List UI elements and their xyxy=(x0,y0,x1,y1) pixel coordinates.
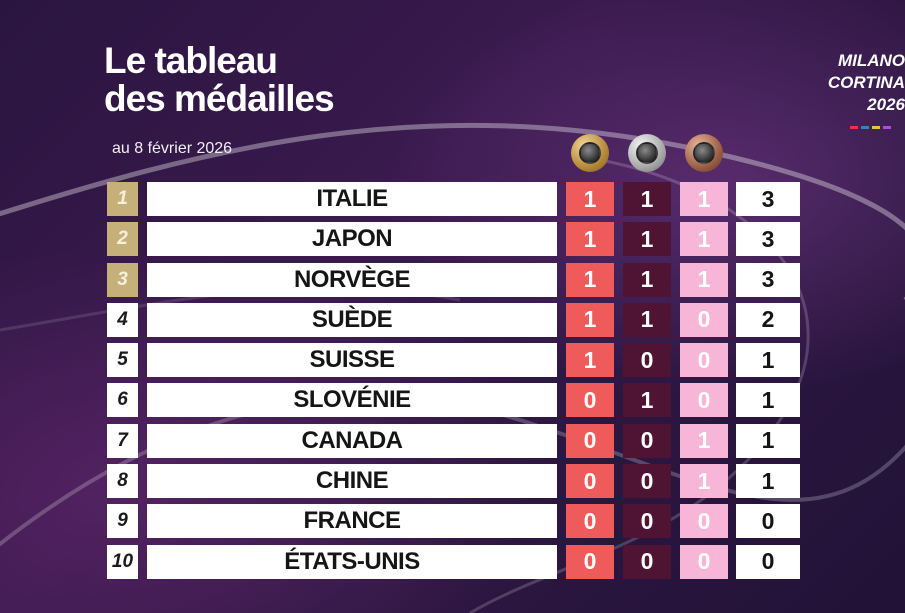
rank-cell: 1 xyxy=(107,182,138,216)
silver-count: 0 xyxy=(623,544,671,579)
bronze-count: 0 xyxy=(680,544,728,579)
brand-color-stripe xyxy=(850,126,891,129)
total-count: 0 xyxy=(736,544,800,579)
country-cell: FRANCE xyxy=(147,504,557,539)
total-count: 1 xyxy=(736,423,800,458)
rank-cell: 5 xyxy=(107,343,138,378)
rank-cell: 7 xyxy=(107,423,138,458)
bronze-count: 0 xyxy=(680,343,728,378)
country-cell: ÉTATS-UNIS xyxy=(147,544,557,579)
total-count: 3 xyxy=(736,262,800,297)
gold-count: 1 xyxy=(566,343,614,378)
rank-cell: 10 xyxy=(107,544,138,579)
silver-count: 0 xyxy=(623,504,671,539)
total-count: 0 xyxy=(736,504,800,539)
total-count: 1 xyxy=(736,343,800,378)
country-cell: SLOVÉNIE xyxy=(147,383,557,418)
rank-cell: 6 xyxy=(107,383,138,418)
gold-count: 1 xyxy=(566,262,614,297)
total-count: 2 xyxy=(736,302,800,337)
rank-cell: 4 xyxy=(107,302,138,337)
silver-count: 0 xyxy=(623,423,671,458)
silver-count: 1 xyxy=(623,182,671,216)
country-cell: NORVÈGE xyxy=(147,262,557,297)
gold-count: 0 xyxy=(566,423,614,458)
gold-count: 1 xyxy=(566,222,614,257)
country-cell: SUÈDE xyxy=(147,302,557,337)
bronze-count: 0 xyxy=(680,302,728,337)
bronze-count: 0 xyxy=(680,383,728,418)
bronze-count: 1 xyxy=(680,464,728,499)
country-cell: ITALIE xyxy=(147,182,557,216)
rank-cell: 9 xyxy=(107,504,138,539)
silver-count: 1 xyxy=(623,262,671,297)
total-count: 1 xyxy=(736,464,800,499)
bronze-count: 1 xyxy=(680,222,728,257)
gold-count: 1 xyxy=(566,302,614,337)
silver-medal-icon xyxy=(628,134,666,172)
silver-count: 1 xyxy=(623,302,671,337)
rank-cell: 3 xyxy=(107,262,138,297)
gold-count: 1 xyxy=(566,182,614,216)
country-cell: CHINE xyxy=(147,464,557,499)
gold-medal-icon xyxy=(571,134,609,172)
date-subtitle: au 8 février 2026 xyxy=(112,140,233,157)
total-count: 1 xyxy=(736,383,800,418)
country-cell: JAPON xyxy=(147,222,557,257)
rank-cell: 8 xyxy=(107,464,138,499)
page-title: Le tableau des médailles xyxy=(104,40,335,119)
silver-count: 1 xyxy=(623,222,671,257)
total-count: 3 xyxy=(736,182,800,216)
bronze-count: 1 xyxy=(680,182,728,216)
gold-count: 0 xyxy=(566,383,614,418)
silver-count: 1 xyxy=(623,383,671,418)
silver-count: 0 xyxy=(623,343,671,378)
title-line-2: des médailles xyxy=(104,78,335,119)
rank-cell: 2 xyxy=(107,222,138,257)
gold-count: 0 xyxy=(566,544,614,579)
title-line-1: Le tableau xyxy=(104,40,278,81)
bronze-count: 0 xyxy=(680,504,728,539)
country-cell: SUISSE xyxy=(147,343,557,378)
total-count: 3 xyxy=(736,222,800,257)
country-cell: CANADA xyxy=(147,423,557,458)
gold-count: 0 xyxy=(566,464,614,499)
gold-count: 0 xyxy=(566,504,614,539)
bronze-count: 1 xyxy=(680,262,728,297)
silver-count: 0 xyxy=(623,464,671,499)
milano-cortina-logo: MILANO CORTINA 2026 xyxy=(827,51,905,114)
bronze-count: 1 xyxy=(680,423,728,458)
bronze-medal-icon xyxy=(685,134,723,172)
